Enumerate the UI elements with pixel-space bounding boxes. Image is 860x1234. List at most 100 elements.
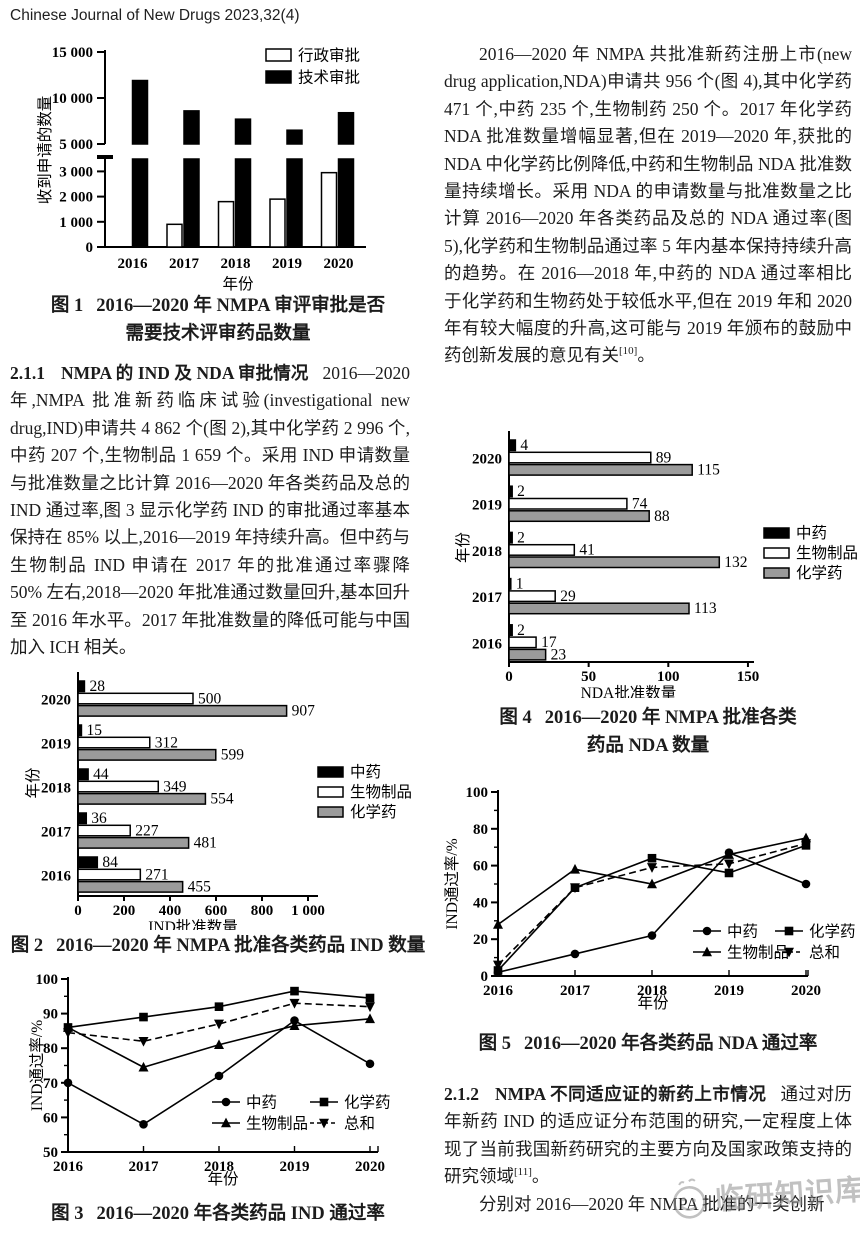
svg-text:50: 50 xyxy=(581,669,596,685)
svg-text:0: 0 xyxy=(505,669,513,685)
svg-text:41: 41 xyxy=(579,542,595,559)
svg-text:60: 60 xyxy=(43,1110,58,1126)
figure1-caption-line2: 需要技术评审药品数量 xyxy=(125,324,311,344)
svg-text:113: 113 xyxy=(694,600,717,617)
svg-text:88: 88 xyxy=(654,508,670,525)
svg-text:200: 200 xyxy=(113,903,136,919)
figure4-caption-line2: 药品 NDA 数量 xyxy=(586,736,710,756)
section-2-1-2-body: 通过对历年新药 IND 的适应证分布范围的研究,一定程度上体现了当前我国新药研究… xyxy=(444,1084,853,1187)
svg-text:132: 132 xyxy=(724,554,747,571)
svg-text:年份: 年份 xyxy=(222,275,254,293)
journal-running-header: Chinese Journal of New Drugs 2023,32(4) xyxy=(10,7,300,24)
svg-text:2018: 2018 xyxy=(472,544,502,560)
svg-text:1 000: 1 000 xyxy=(59,215,93,231)
figure4-caption-line1: 图 4 2016—2020 年 NMPA 批准各类 xyxy=(499,708,797,728)
svg-text:0: 0 xyxy=(86,240,94,256)
section-2-1-1-paragraph: 2.1.1 NMPA 的 IND 及 NDA 审批情况 2016—2020 年,NM… xyxy=(10,360,410,661)
svg-text:349: 349 xyxy=(163,778,187,795)
figure2-caption-line1: 图 2 2016—2020 年 NMPA 批准各类药品 IND 数量 xyxy=(10,936,426,956)
svg-text:IND通过率/%: IND通过率/% xyxy=(443,838,461,929)
figure1-caption: 图 1 2016—2020 年 NMPA 审评审批是否 需要技术评审药品数量 xyxy=(8,292,428,348)
svg-text:1 000: 1 000 xyxy=(291,903,325,919)
svg-text:2017: 2017 xyxy=(169,256,200,272)
reference-11: [11] xyxy=(514,1166,532,1179)
svg-text:17: 17 xyxy=(541,634,557,651)
svg-text:技术审批: 技术审批 xyxy=(298,69,360,87)
svg-text:20: 20 xyxy=(473,932,488,948)
svg-text:400: 400 xyxy=(159,903,182,919)
svg-text:2019: 2019 xyxy=(472,498,502,514)
svg-text:1: 1 xyxy=(516,576,524,593)
svg-text:2019: 2019 xyxy=(41,737,71,753)
svg-text:生物制品: 生物制品 xyxy=(796,544,858,562)
svg-text:年份: 年份 xyxy=(637,994,669,1012)
svg-text:2: 2 xyxy=(517,529,525,546)
svg-text:年份: 年份 xyxy=(207,1170,239,1188)
svg-text:5 000: 5 000 xyxy=(59,137,93,153)
svg-text:年份: 年份 xyxy=(454,532,472,564)
svg-text:化学药: 化学药 xyxy=(344,1094,391,1112)
svg-text:29: 29 xyxy=(560,588,576,605)
figure3-caption: 图 3 2016—2020 年各类药品 IND 通过率 xyxy=(8,1200,428,1228)
svg-text:IND通过率/%: IND通过率/% xyxy=(28,1020,46,1111)
svg-text:36: 36 xyxy=(91,810,107,827)
svg-text:455: 455 xyxy=(188,879,212,896)
figure4-caption-label: 图 4 xyxy=(499,708,532,728)
svg-text:2020: 2020 xyxy=(355,1159,385,1175)
svg-text:554: 554 xyxy=(210,791,234,808)
svg-text:2016: 2016 xyxy=(41,869,72,885)
svg-text:2020: 2020 xyxy=(41,693,71,709)
svg-text:60: 60 xyxy=(473,859,488,875)
svg-text:收到申请的数量: 收到申请的数量 xyxy=(36,96,54,205)
svg-text:中药: 中药 xyxy=(727,923,758,941)
svg-text:生物制品: 生物制品 xyxy=(246,1115,308,1133)
svg-text:907: 907 xyxy=(292,703,316,720)
figure4-caption: 图 4 2016—2020 年 NMPA 批准各类 药品 NDA 数量 xyxy=(436,704,860,760)
figure2-caption-label: 图 2 xyxy=(10,936,44,956)
svg-text:2 000: 2 000 xyxy=(59,190,93,206)
reference-10: [10] xyxy=(619,345,638,358)
svg-text:2016: 2016 xyxy=(483,983,514,999)
nda-paragraph-body: 2016—2020 年 NMPA 共批准新药注册上市(new drug appl… xyxy=(444,44,852,366)
svg-text:中药: 中药 xyxy=(796,524,827,542)
svg-text:500: 500 xyxy=(198,690,222,707)
section-2-1-2-paragraph: 2.1.2 NMPA 不同适应证的新药上市情况 通过对历年新药 IND 的适应证分布… xyxy=(444,1084,853,1187)
section-2-1-1-body: 2016—2020 年,NMPA 批准新药临床试验(investigationa… xyxy=(10,363,410,658)
svg-text:100: 100 xyxy=(466,785,489,801)
svg-text:23: 23 xyxy=(551,646,567,663)
svg-text:2017: 2017 xyxy=(560,983,591,999)
svg-text:2019: 2019 xyxy=(272,256,302,272)
svg-text:生物制品: 生物制品 xyxy=(727,944,789,962)
svg-text:10 000: 10 000 xyxy=(52,91,93,107)
figure5-caption-line1: 图 5 2016—2020 年各类药品 NDA 通过率 xyxy=(478,1034,818,1054)
svg-text:15 000: 15 000 xyxy=(52,45,93,61)
figure3-caption-label: 图 3 xyxy=(51,1204,84,1224)
svg-text:100: 100 xyxy=(657,669,680,685)
svg-text:599: 599 xyxy=(221,747,245,764)
svg-text:3 000: 3 000 xyxy=(59,164,93,180)
svg-text:总和: 总和 xyxy=(809,944,840,962)
section-2-1-1-title: NMPA 的 IND 及 NDA 审批情况 xyxy=(61,363,309,383)
section-2-1-1-number: 2.1.1 xyxy=(10,363,45,383)
svg-text:115: 115 xyxy=(697,462,720,479)
svg-text:2016: 2016 xyxy=(118,256,149,272)
svg-text:15: 15 xyxy=(86,722,102,739)
figure2-ind-hbar-chart: 0 200 400 600 800 1 000 28 500 907 2020 15 312 599 20… xyxy=(24,672,412,930)
svg-text:年份: 年份 xyxy=(24,767,42,799)
figure5-nda-line-chart: 0 20 40 60 80 100 2016 2017 2018 2019 2020 年份 IND通过率… xyxy=(443,785,856,1012)
svg-text:NDA批准数量: NDA批准数量 xyxy=(581,684,677,698)
svg-text:2020: 2020 xyxy=(472,452,502,468)
figure5-caption: 图 5 2016—2020 年各类药品 NDA 通过率 xyxy=(436,1030,860,1058)
svg-text:2016: 2016 xyxy=(472,636,503,652)
svg-text:2: 2 xyxy=(517,622,525,639)
svg-text:生物制品: 生物制品 xyxy=(350,783,412,801)
svg-text:800: 800 xyxy=(251,903,274,919)
svg-text:0: 0 xyxy=(74,903,82,919)
svg-text:89: 89 xyxy=(656,449,672,466)
svg-text:IND批准数量: IND批准数量 xyxy=(148,918,238,930)
figure5-caption-label: 图 5 xyxy=(478,1034,511,1054)
svg-text:84: 84 xyxy=(102,854,118,871)
section-2-1-2-number: 2.1.2 xyxy=(444,1084,479,1104)
svg-text:0: 0 xyxy=(481,969,489,985)
